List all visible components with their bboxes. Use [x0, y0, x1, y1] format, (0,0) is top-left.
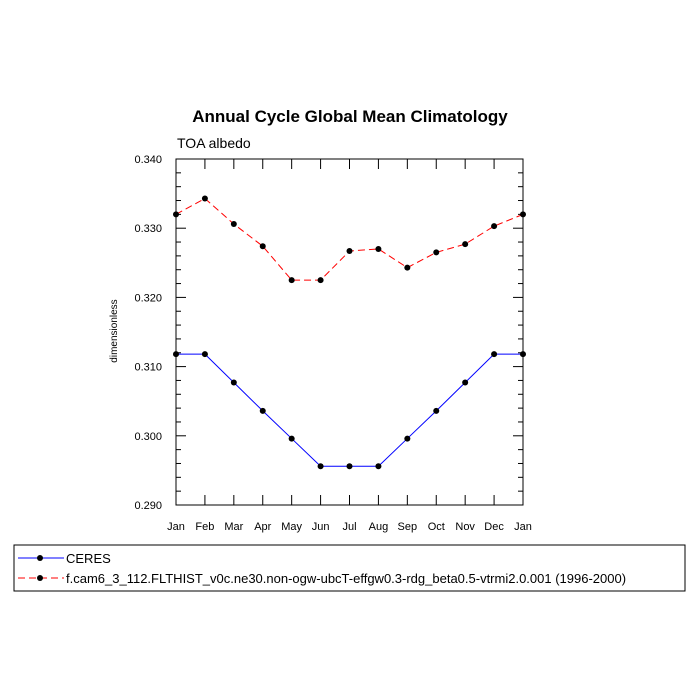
data-point [520, 211, 526, 218]
chart-subtitle: TOA albedo [177, 135, 251, 151]
x-tick-label: Dec [484, 521, 504, 533]
data-point [288, 435, 295, 442]
axis-ticks [175, 158, 524, 506]
data-point [346, 248, 353, 255]
legend-label-1: f.cam6_3_112.FLTHIST_v0c.ne30.non-ogw-ub… [66, 571, 626, 586]
x-tick-label: Sep [398, 521, 418, 533]
data-point [201, 195, 208, 202]
chart-title: Annual Cycle Global Mean Climatology [192, 107, 508, 126]
legend-marker-0 [37, 555, 43, 561]
data-point [433, 249, 440, 256]
y-tick-label: 0.320 [134, 292, 162, 304]
legend-box [13, 544, 686, 592]
data-point [173, 351, 179, 358]
x-tick-label: Oct [428, 521, 445, 533]
data-point [375, 245, 382, 252]
series-layer [173, 195, 526, 470]
legend: CERES f.cam6_3_112.FLTHIST_v0c.ne30.non-o… [18, 551, 626, 586]
y-tick-label: 0.300 [134, 431, 162, 443]
data-point [462, 379, 469, 386]
x-tick-label: Mar [224, 521, 243, 533]
data-point [404, 264, 411, 271]
data-point [462, 241, 469, 248]
data-point [491, 351, 498, 358]
data-point [375, 463, 382, 470]
legend-marker-1 [37, 575, 43, 581]
data-point [520, 351, 526, 358]
x-tick-labels: Jan Feb Mar Apr May Jun Jul Aug Sep Oct Nov Dec Jan [167, 521, 532, 533]
series-line-model [175, 197, 524, 281]
x-tick-label: Aug [369, 521, 389, 533]
x-tick-label: Feb [195, 521, 214, 533]
data-point [230, 221, 237, 228]
data-point [317, 463, 324, 470]
x-tick-label: Jul [342, 521, 356, 533]
y-tick-labels: 0.290 0.300 0.310 0.320 0.330 0.340 [134, 154, 162, 512]
series-line-ceres [176, 353, 523, 467]
x-tick-label: May [281, 521, 302, 533]
x-tick-label: Jun [312, 521, 330, 533]
x-tick-label: Nov [455, 521, 475, 533]
plot-frame [175, 158, 524, 506]
x-tick-label: Jan [514, 521, 532, 533]
data-point [346, 463, 353, 470]
legend-label-0: CERES [66, 551, 111, 566]
y-tick-label: 0.290 [134, 500, 162, 512]
data-point [433, 407, 440, 414]
y-tick-label: 0.330 [134, 223, 162, 235]
data-point [173, 211, 179, 218]
data-point [491, 223, 498, 230]
y-axis-label: dimensionless [109, 299, 120, 362]
x-tick-label: Apr [254, 521, 271, 533]
data-point [259, 243, 266, 250]
data-point [201, 351, 208, 358]
data-point [230, 379, 237, 386]
y-tick-label: 0.310 [134, 362, 162, 374]
x-tick-label: Jan [167, 521, 185, 533]
data-point [317, 277, 324, 284]
data-point [404, 435, 411, 442]
y-tick-label: 0.340 [134, 154, 162, 166]
data-point [288, 277, 295, 284]
data-point [259, 407, 266, 414]
